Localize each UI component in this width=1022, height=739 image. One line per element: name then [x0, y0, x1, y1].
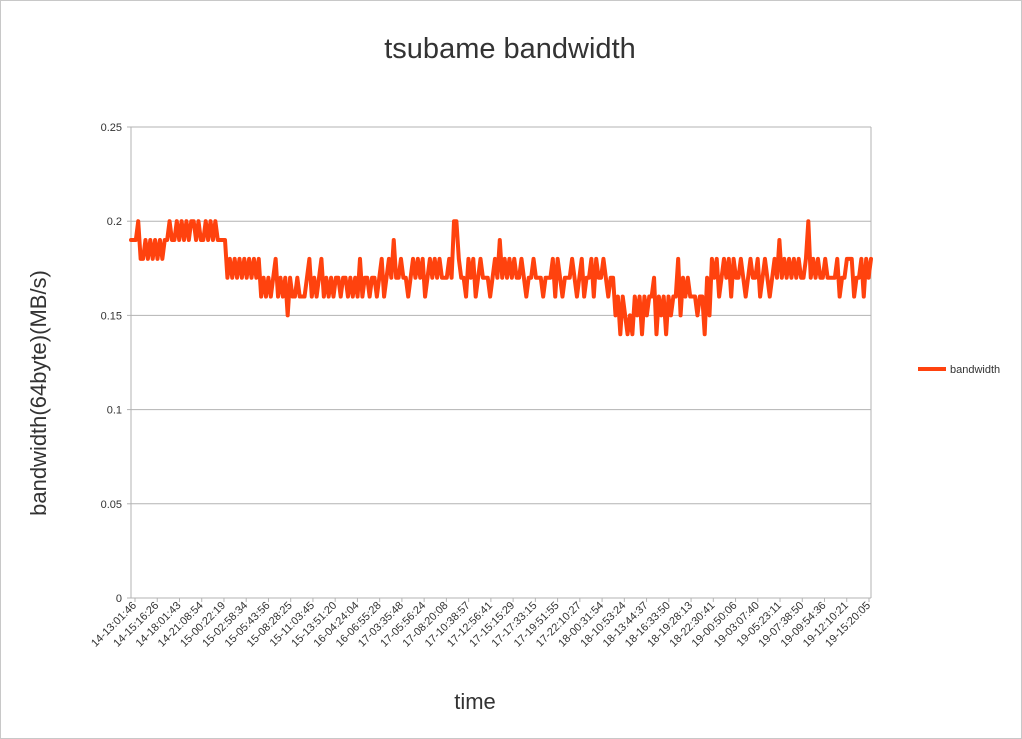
- x-tick-labels: 14-13:01:4614-15:16:2614-18:01:4314-21:0…: [89, 600, 873, 650]
- y-tick-label: 0.15: [101, 310, 122, 322]
- axes: [127, 126, 872, 602]
- legend-label-bandwidth: bandwidth: [950, 364, 1000, 376]
- y-tick-label: 0.1: [107, 405, 122, 417]
- gridlines: [131, 126, 871, 505]
- y-tick-label: 0.05: [101, 499, 122, 511]
- y-tick-label: 0: [116, 593, 122, 605]
- x-axis-title: time: [454, 689, 496, 714]
- series-layer: [129, 219, 873, 337]
- chart-title: tsubame bandwidth: [384, 33, 636, 65]
- y-tick-label: 0.2: [107, 216, 122, 228]
- y-tick-label: 0.25: [101, 122, 122, 134]
- legend: bandwidth: [918, 364, 1000, 376]
- y-tick-labels: 0 0.05 0.1 0.15 0.2 0.25: [101, 122, 122, 605]
- series-line-bandwidth: [129, 219, 873, 337]
- y-axis-title: bandwidth(64byte)(MB/s): [26, 270, 51, 516]
